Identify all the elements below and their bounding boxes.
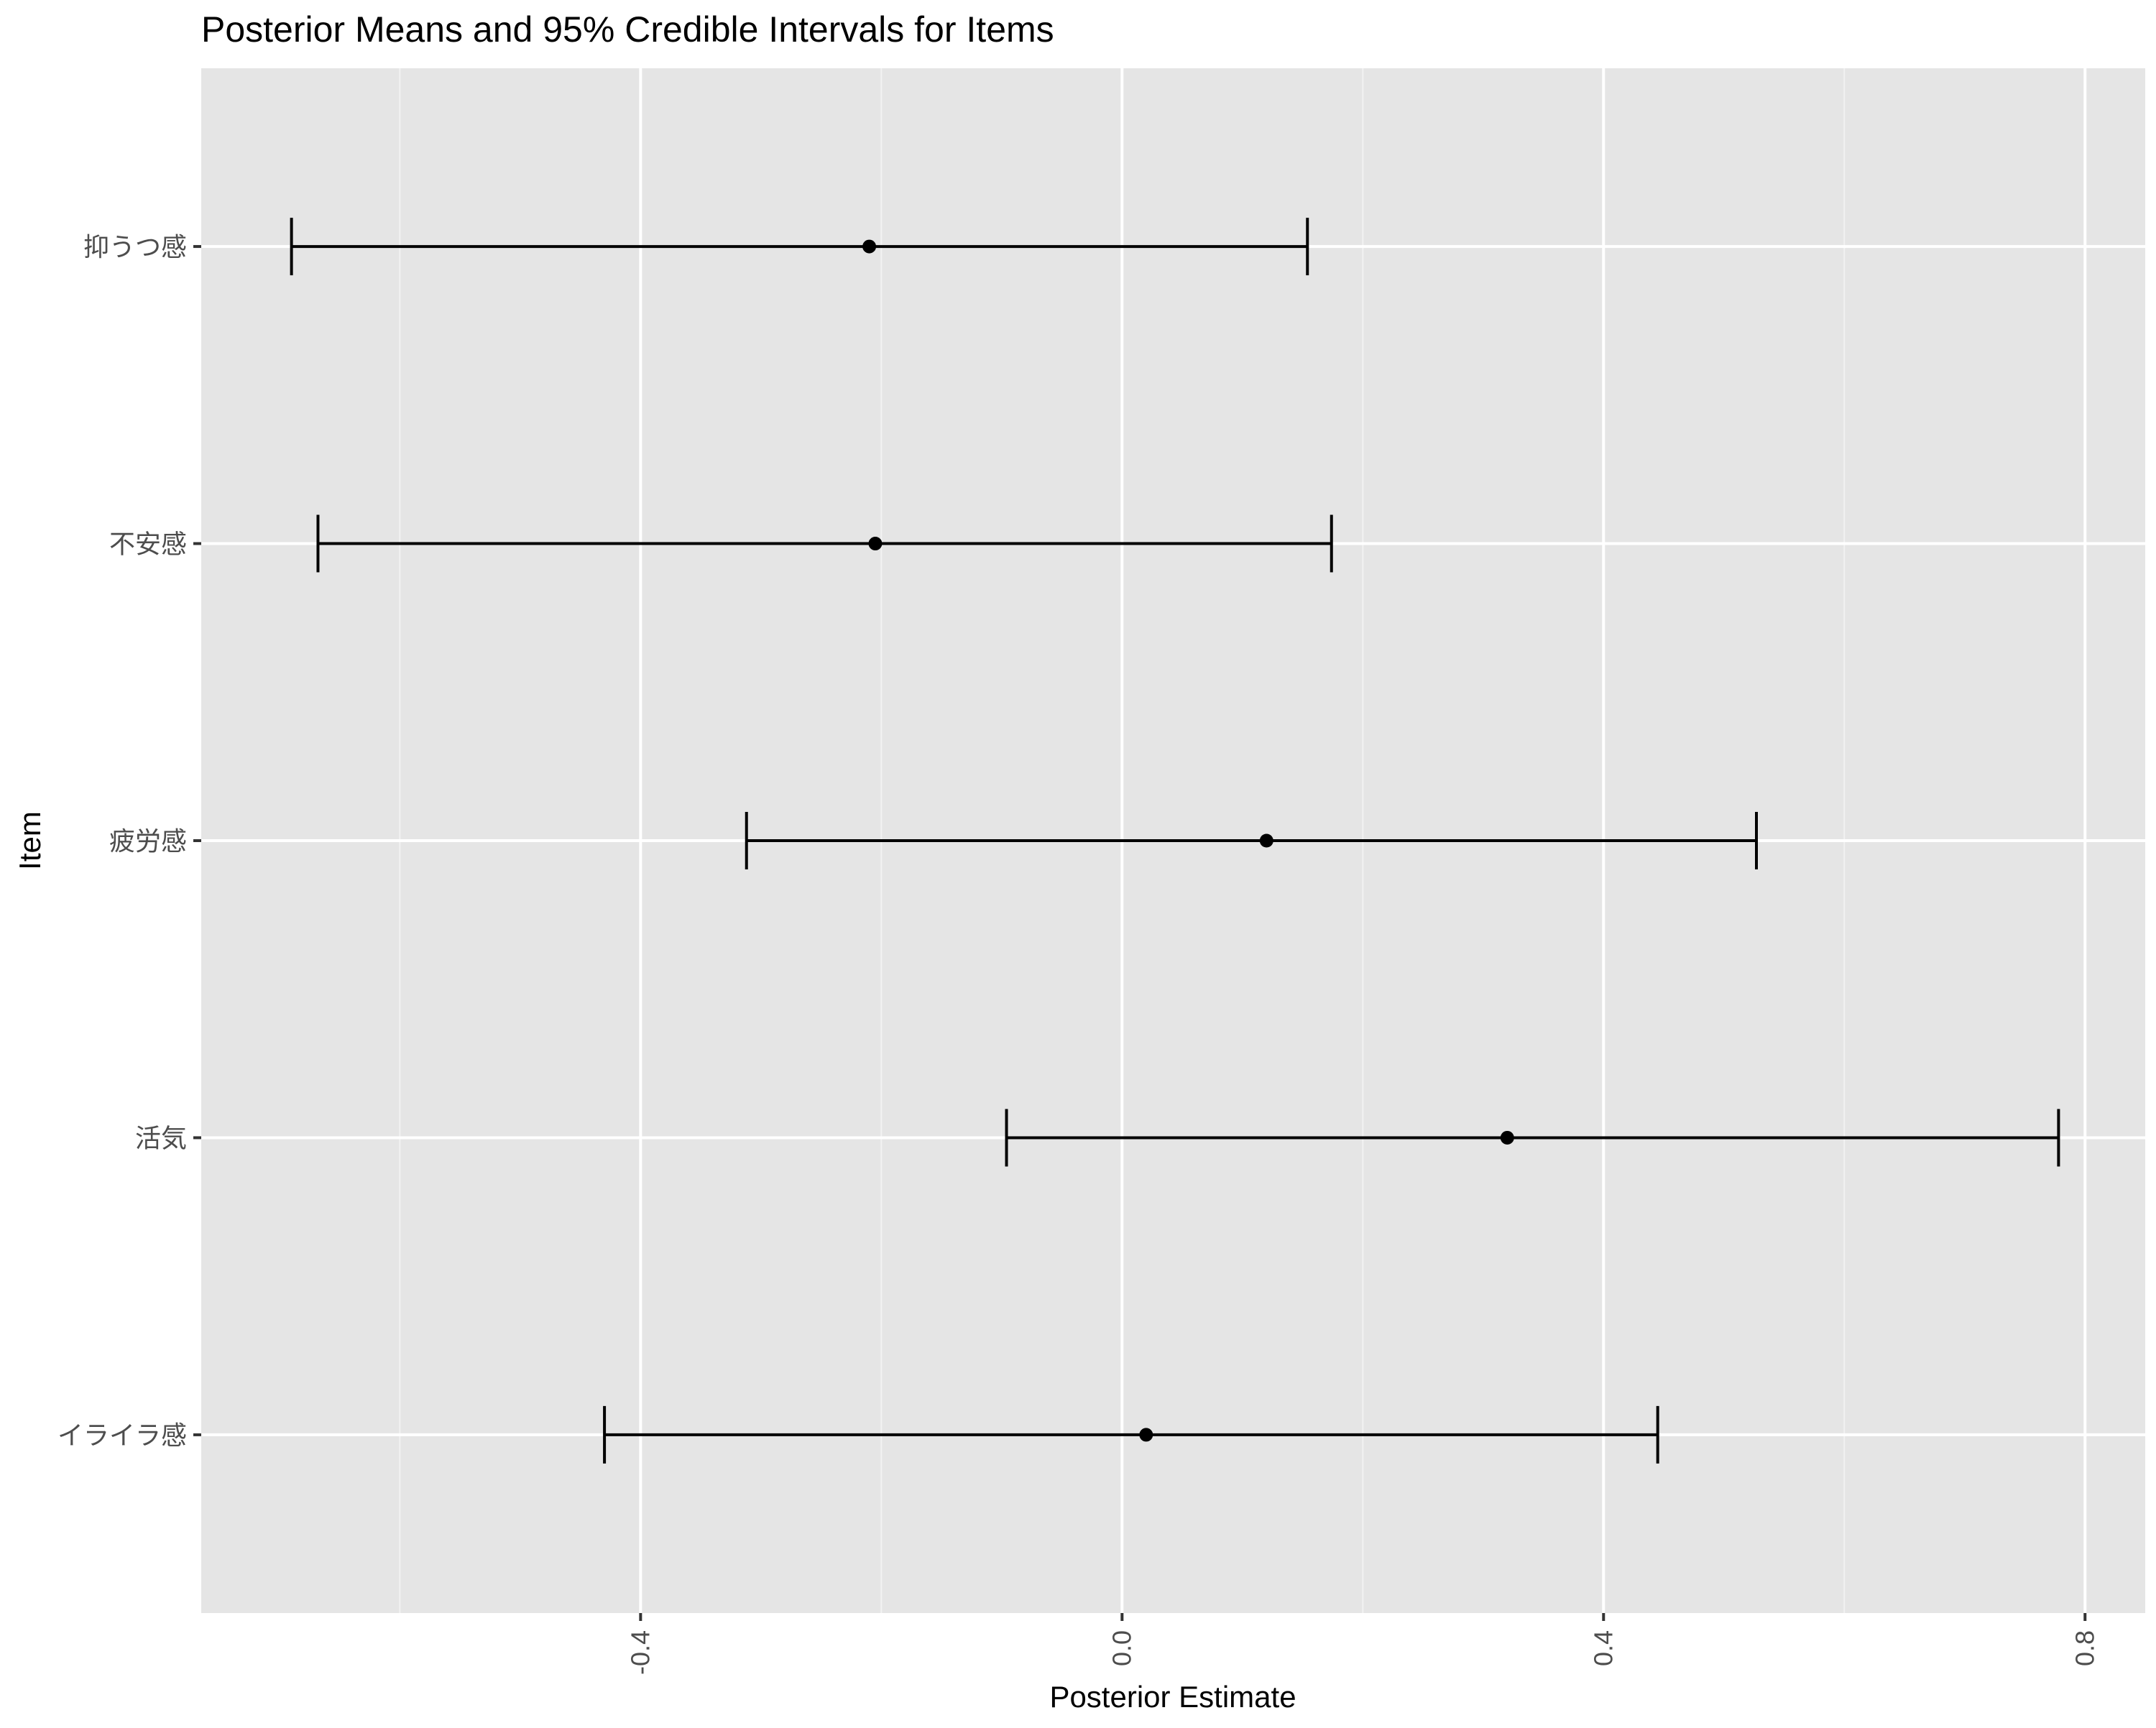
chart-title: Posterior Means and 95% Credible Interva… [201, 9, 1054, 50]
y-tick-label: 疲労感 [109, 826, 187, 856]
x-axis-title: Posterior Estimate [1049, 1680, 1296, 1714]
y-axis-title: Item [13, 811, 47, 870]
y-tick-label: 抑うつ感 [83, 232, 187, 262]
mean-point [868, 537, 883, 551]
x-tick-label: 0.4 [1588, 1630, 1618, 1666]
mean-point [862, 239, 877, 254]
y-tick-label: 活気 [135, 1123, 187, 1152]
mean-point [1259, 833, 1273, 848]
x-axis: -0.4 0.0 0.4 0.8 [625, 1613, 2099, 1675]
interval-marks [290, 218, 2060, 1464]
x-tick-label: -0.4 [625, 1630, 655, 1675]
x-tick-label: 0.0 [1107, 1630, 1136, 1666]
y-tick-label: 不安感 [109, 530, 187, 559]
y-tick-label: イライラ感 [57, 1420, 187, 1450]
x-tick-label: 0.8 [2070, 1630, 2099, 1666]
mean-point [1500, 1130, 1514, 1145]
mean-point [1139, 1428, 1153, 1442]
